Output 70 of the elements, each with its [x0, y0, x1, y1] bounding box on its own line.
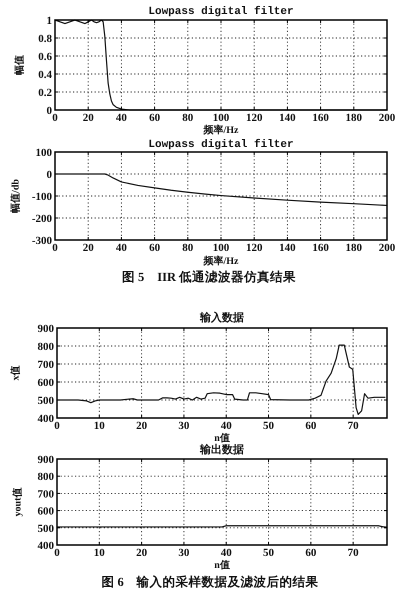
y-tick-label: 500	[38, 395, 54, 407]
y-tick-label: 600	[38, 506, 54, 518]
chart-title: 输入数据	[199, 311, 244, 324]
x-tick-label: 40	[116, 112, 128, 124]
y-axis-title: 幅值	[14, 55, 26, 75]
x-tick-label: 10	[94, 547, 106, 559]
y-tick-label: 500	[38, 522, 54, 535]
x-tick-label: 20	[82, 112, 94, 124]
x-tick-label: 200	[378, 242, 396, 254]
x-tick-label: 60	[305, 420, 317, 432]
x-tick-label: 80	[182, 242, 194, 254]
x-tick-label: 50	[263, 547, 275, 559]
y-tick-label: 0.2	[38, 87, 52, 99]
x-tick-label: 200	[378, 112, 396, 124]
x-tick-label: 40	[116, 242, 128, 254]
y-tick-label: -100	[32, 191, 52, 203]
y-tick-label: -200	[32, 213, 52, 225]
y-axis-title: yout值	[12, 488, 24, 516]
y-tick-label: 400	[38, 540, 54, 552]
x-tick-label: 180	[346, 242, 363, 254]
x-tick-label: 10	[94, 420, 106, 432]
y-tick-label: 400	[38, 413, 54, 425]
y-tick-label: 0.4	[38, 69, 52, 81]
x-axis-title: 频率/Hz	[202, 255, 240, 267]
x-tick-label: 40	[220, 547, 232, 559]
chart-title: 输出数据	[199, 443, 244, 456]
chart-title: Lowpass digital filter	[148, 5, 294, 18]
y-tick-label: 0	[46, 169, 52, 181]
x-tick-label: 160	[312, 112, 330, 124]
y-tick-label: 800	[38, 471, 54, 484]
x-tick-label: 30	[178, 420, 190, 432]
x-tick-label: 140	[279, 112, 296, 124]
x-tick-label: 20	[136, 547, 148, 559]
y-tick-label: 0.6	[38, 51, 52, 63]
y-tick-label: 0.8	[38, 33, 52, 45]
x-tick-label: 20	[136, 420, 148, 432]
x-tick-label: 160	[312, 242, 330, 254]
y-tick-label: 1	[46, 15, 52, 27]
x-tick-label: 140	[279, 242, 296, 254]
x-tick-label: 100	[212, 242, 230, 254]
caption: 图 5 IIR 低通滤波器仿真结果	[122, 269, 298, 284]
x-axis-title: n值	[214, 559, 230, 571]
y-tick-label: 900	[38, 454, 54, 466]
y-tick-label: 900	[38, 323, 54, 335]
x-tick-label: 180	[346, 112, 363, 124]
x-tick-label: 40	[220, 420, 232, 432]
x-tick-label: 120	[246, 112, 263, 124]
y-axis-title: 幅值/db	[10, 178, 22, 213]
y-tick-label: 700	[38, 488, 54, 500]
caption: 图 6 输入的采样数据及滤波后的结果	[101, 574, 320, 589]
x-tick-label: 70	[348, 547, 360, 559]
y-tick-label: 100	[36, 147, 52, 159]
x-axis-title: 频率/Hz	[202, 124, 240, 136]
x-tick-label: 60	[305, 547, 317, 559]
x-tick-label: 20	[82, 242, 94, 254]
y-axis-title: x值	[10, 366, 22, 380]
y-tick-label: 700	[38, 359, 54, 371]
x-tick-label: 50	[263, 420, 275, 432]
x-tick-label: 100	[212, 112, 230, 124]
x-tick-label: 30	[178, 547, 190, 559]
y-tick-label: -300	[32, 235, 52, 247]
x-tick-label: 80	[182, 112, 194, 124]
x-tick-label: 60	[149, 242, 161, 254]
x-tick-label: 60	[149, 112, 161, 124]
y-tick-label: 800	[38, 341, 54, 353]
x-axis-title: n值	[214, 432, 230, 444]
chart-title: Lowpass digital filter	[148, 138, 294, 151]
y-tick-label: 600	[38, 377, 54, 389]
x-tick-label: 70	[348, 420, 360, 432]
x-tick-label: 120	[246, 242, 263, 254]
